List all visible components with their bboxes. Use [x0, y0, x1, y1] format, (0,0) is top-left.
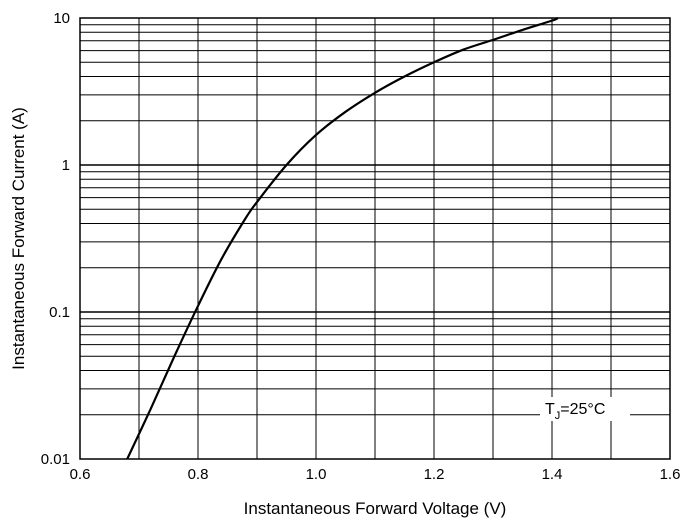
x-tick-label: 0.8 [188, 466, 209, 483]
y-tick-label: 10 [53, 10, 70, 27]
annotation-rest: =25°C [560, 401, 605, 418]
junction-temperature-annotation: TJ=25°C [545, 401, 605, 422]
series-line [126, 16, 559, 460]
y-tick-label: 1 [62, 157, 70, 174]
y-tick-label: 0.01 [41, 451, 70, 468]
y-axis-title: Instantaneous Forward Current (A) [9, 107, 28, 370]
annotation-background [540, 397, 630, 421]
plot-frame [79, 17, 671, 460]
x-axis-title: Instantaneous Forward Voltage (V) [244, 499, 507, 518]
x-tick-label: 1.4 [542, 466, 563, 483]
annotation-subscript: J [555, 410, 561, 422]
y-tick-label: 0.1 [49, 304, 70, 321]
annotation-main: T [545, 401, 555, 418]
x-tick-label: 1.6 [660, 466, 681, 483]
x-tick-label: 1.2 [424, 466, 445, 483]
x-tick-label: 0.6 [70, 466, 91, 483]
x-tick-label: 1.0 [306, 466, 327, 483]
grid-layer [80, 18, 670, 459]
annotation-layer: TJ=25°C [540, 397, 630, 422]
tick-label-layer: 0.6 0.8 1.0 1.2 1.4 1.6 0.01 0.1 1 10 [41, 10, 681, 483]
